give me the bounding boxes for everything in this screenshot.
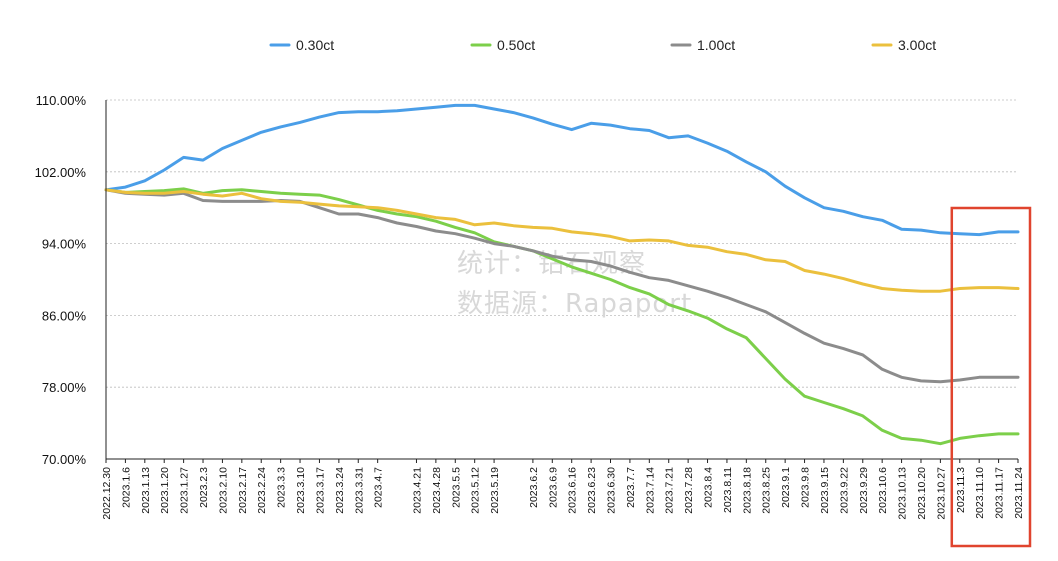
legend-label: 3.00ct	[898, 37, 936, 53]
x-tick-label: 2023.7.28	[683, 467, 695, 514]
x-tick-label: 2023.9.15	[819, 467, 831, 514]
y-tick-label: 102.00%	[35, 165, 87, 180]
x-tick-label: 2023.3.3	[276, 467, 288, 508]
y-tick-label: 78.00%	[42, 380, 87, 395]
x-tick-label: 2023.8.25	[761, 467, 773, 514]
x-tick-label: 2023.1.13	[140, 467, 152, 514]
x-tick-label: 2023.3.24	[334, 467, 346, 514]
x-tick-label: 2023.7.14	[644, 467, 656, 514]
x-tick-label: 2023.10.6	[877, 467, 889, 514]
x-tick-label: 2023.4.28	[431, 467, 443, 514]
x-tick-label: 2023.7.21	[664, 467, 676, 514]
x-tick-label: 2023.6.16	[567, 467, 579, 514]
legend: 0.30ct 0.50ct 1.00ct 3.00ct	[269, 37, 936, 53]
y-tick-label: 86.00%	[42, 308, 87, 323]
x-tick-label: 2023.8.18	[741, 467, 753, 514]
x-tick-label: 2023.2.10	[217, 467, 229, 514]
x-tick-label: 2023.5.19	[489, 467, 501, 514]
x-tick-label: 2023.2.17	[237, 467, 249, 514]
legend-label: 0.30ct	[296, 37, 334, 53]
x-tick-label: 2023.9.8	[800, 467, 812, 508]
watermark: 统计：钻石观察 数据源：Rapaport	[457, 249, 692, 319]
highlight-box	[950, 206, 1032, 548]
x-axis-ticks: 2022.12.30 2023.1.6 2023.1.13 2023.1.20 2023…	[101, 459, 1025, 520]
x-tick-label: 2023.9.1	[780, 467, 792, 508]
x-tick-label: 2023.10.13	[897, 467, 909, 520]
x-tick-label: 2023.11.24	[1013, 467, 1025, 519]
series-lines	[104, 103, 1020, 446]
series-line-0.50ct	[104, 187, 1020, 446]
x-tick-label: 2023.10.27	[935, 467, 947, 520]
x-tick-label: 2023.3.31	[353, 467, 365, 514]
x-tick-label: 2023.11.3	[955, 467, 967, 513]
x-tick-label: 2023.1.20	[159, 467, 171, 514]
x-tick-label: 2023.7.7	[625, 467, 637, 508]
x-tick-label: 2023.6.9	[547, 467, 559, 508]
x-tick-label: 2023.9.22	[838, 467, 850, 514]
gridlines	[106, 99, 1018, 388]
series-line-0.30ct	[104, 103, 1020, 237]
x-tick-label: 2023.1.27	[179, 467, 191, 514]
x-tick-label: 2023.10.20	[916, 467, 928, 520]
x-tick-label: 2023.11.10	[974, 467, 986, 519]
y-axis-ticks: 70.00% 78.00% 86.00% 94.00% 102.00% 110.00%	[35, 93, 87, 467]
legend-label: 0.50ct	[497, 37, 535, 53]
x-tick-label: 2023.4.21	[411, 467, 423, 514]
x-tick-label: 2023.3.10	[295, 467, 307, 514]
x-tick-label: 2023.3.17	[314, 467, 326, 514]
x-tick-label: 2023.6.23	[586, 467, 598, 514]
x-tick-label: 2023.5.5	[450, 467, 462, 508]
x-tick-label: 2023.4.7	[373, 467, 385, 508]
x-tick-label: 2023.1.6	[120, 467, 132, 508]
highlight-box-group	[950, 206, 1032, 548]
series-line-1.00ct	[104, 188, 1020, 384]
x-tick-label: 2023.6.2	[528, 467, 540, 508]
x-tick-label: 2023.8.4	[703, 467, 715, 508]
x-tick-label: 2023.6.30	[606, 467, 618, 514]
x-tick-label: 2023.8.11	[722, 467, 734, 513]
x-tick-label: 2023.5.12	[470, 467, 482, 514]
series-line-3.00ct	[104, 188, 1020, 293]
x-tick-label: 2023.11.17	[994, 467, 1006, 519]
x-tick-label: 2023.2.3	[198, 467, 210, 508]
legend-label: 1.00ct	[697, 37, 735, 53]
y-tick-label: 110.00%	[36, 93, 87, 108]
y-tick-label: 94.00%	[42, 237, 87, 252]
y-tick-label: 70.00%	[42, 452, 87, 467]
watermark-line-2: 数据源：Rapaport	[457, 289, 692, 319]
x-tick-label: 2022.12.30	[101, 467, 113, 520]
x-tick-label: 2023.2.24	[256, 467, 268, 514]
x-tick-label: 2023.9.29	[858, 467, 870, 514]
watermark-line-1: 统计：钻石观察	[457, 249, 646, 279]
axes	[105, 100, 1018, 460]
